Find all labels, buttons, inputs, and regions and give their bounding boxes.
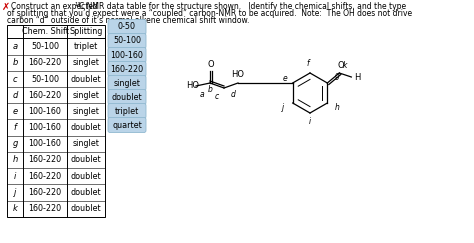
Text: j: j xyxy=(282,103,284,112)
Text: c: c xyxy=(215,92,219,101)
Text: e: e xyxy=(12,107,18,116)
Text: doublet: doublet xyxy=(71,156,101,165)
Text: triplet: triplet xyxy=(74,42,98,51)
Text: Construct an expected: Construct an expected xyxy=(11,2,100,11)
Text: quartet: quartet xyxy=(112,121,142,130)
Text: carbon “d” outside of it’s normal alkene chemical shift window.: carbon “d” outside of it’s normal alkene… xyxy=(7,16,249,25)
FancyBboxPatch shape xyxy=(108,19,146,35)
Text: singlet: singlet xyxy=(73,139,100,148)
Text: 50-100: 50-100 xyxy=(31,75,59,84)
Text: e: e xyxy=(283,74,287,83)
Text: 160-220: 160-220 xyxy=(28,91,62,100)
Text: 160-220: 160-220 xyxy=(28,188,62,197)
Text: i: i xyxy=(14,172,16,181)
Text: of splitting that you’d expect were a “coupled” carbon-NMR to be acquired.  Note: of splitting that you’d expect were a “c… xyxy=(7,9,412,18)
Text: i: i xyxy=(309,118,311,127)
Text: 160-220: 160-220 xyxy=(28,58,62,67)
Text: Chem. Shift: Chem. Shift xyxy=(21,27,68,36)
Text: 160-220: 160-220 xyxy=(28,172,62,181)
Text: doublet: doublet xyxy=(71,123,101,132)
Text: f: f xyxy=(13,123,17,132)
Text: HO: HO xyxy=(186,81,199,90)
FancyBboxPatch shape xyxy=(108,118,146,132)
FancyBboxPatch shape xyxy=(108,89,146,104)
Text: HO: HO xyxy=(231,70,245,79)
Text: h: h xyxy=(335,103,339,112)
Text: 100-160: 100-160 xyxy=(110,51,144,60)
Text: singlet: singlet xyxy=(114,78,140,87)
Text: f: f xyxy=(307,60,310,69)
Text: 0-50: 0-50 xyxy=(118,23,136,32)
Text: ✗: ✗ xyxy=(2,2,10,12)
FancyBboxPatch shape xyxy=(108,47,146,62)
Text: doublet: doublet xyxy=(112,93,142,102)
Text: 100-160: 100-160 xyxy=(28,123,62,132)
Text: 160-220: 160-220 xyxy=(110,64,144,73)
Text: triplet: triplet xyxy=(115,106,139,115)
Bar xyxy=(7,25,105,217)
FancyBboxPatch shape xyxy=(108,76,146,90)
Text: h: h xyxy=(12,156,18,165)
Text: C NMR data table for the structure shown.   Identify the chemical shifts, and th: C NMR data table for the structure shown… xyxy=(79,2,406,11)
Text: g: g xyxy=(335,71,340,80)
FancyBboxPatch shape xyxy=(108,34,146,49)
Text: j: j xyxy=(14,188,16,197)
Text: 50-100: 50-100 xyxy=(113,36,141,45)
Text: d: d xyxy=(12,91,18,100)
Text: g: g xyxy=(12,139,18,148)
Text: 50-100: 50-100 xyxy=(31,42,59,51)
Text: doublet: doublet xyxy=(71,75,101,84)
Text: 160-220: 160-220 xyxy=(28,156,62,165)
Text: k: k xyxy=(343,61,347,70)
Text: b: b xyxy=(12,58,18,67)
FancyBboxPatch shape xyxy=(108,61,146,77)
Text: 160-220: 160-220 xyxy=(28,204,62,213)
Text: Splitting: Splitting xyxy=(69,27,103,36)
Text: H: H xyxy=(355,72,361,81)
Text: O: O xyxy=(208,60,214,69)
Text: d: d xyxy=(230,90,236,99)
Text: a: a xyxy=(12,42,18,51)
Text: doublet: doublet xyxy=(71,204,101,213)
Text: a: a xyxy=(200,90,204,99)
Text: b: b xyxy=(208,85,212,94)
Text: O: O xyxy=(337,61,344,70)
Text: c: c xyxy=(13,75,18,84)
Text: doublet: doublet xyxy=(71,188,101,197)
Text: singlet: singlet xyxy=(73,58,100,67)
Text: doublet: doublet xyxy=(71,172,101,181)
Text: 100-160: 100-160 xyxy=(28,139,62,148)
FancyBboxPatch shape xyxy=(108,104,146,119)
Text: 13: 13 xyxy=(74,2,81,7)
Text: singlet: singlet xyxy=(73,107,100,116)
Text: 100-160: 100-160 xyxy=(28,107,62,116)
Text: k: k xyxy=(13,204,18,213)
Text: singlet: singlet xyxy=(73,91,100,100)
